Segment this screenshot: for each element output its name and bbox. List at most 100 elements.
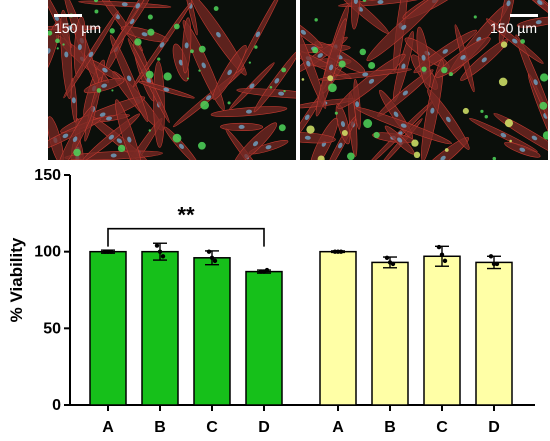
cell-nucleus xyxy=(126,75,132,82)
fluorescent-spot xyxy=(190,49,194,54)
cell-nucleus xyxy=(368,78,375,84)
fluorescent-spot xyxy=(117,144,126,153)
cell-nucleus xyxy=(72,136,78,143)
cell-nucleus xyxy=(481,57,487,63)
fluorescent-spot xyxy=(147,14,153,20)
fluorescent-spot xyxy=(413,151,421,159)
cell-nucleus xyxy=(88,51,94,58)
fluorescent-spot xyxy=(411,139,419,147)
cell-nucleus xyxy=(337,142,343,149)
y-tick-label: 0 xyxy=(52,397,61,414)
cell-nucleus xyxy=(304,114,310,121)
fluorescent-spot xyxy=(93,0,99,3)
fluorescent-spot xyxy=(520,39,525,44)
fluorescent-spot xyxy=(163,72,172,81)
fluorescent-spot xyxy=(111,89,114,92)
scale-label-right: 150 µm xyxy=(490,20,537,36)
fluorescent-spot xyxy=(500,41,508,48)
cell-nucleus xyxy=(62,133,69,139)
cell-nucleus xyxy=(245,109,252,114)
cell-nucleus xyxy=(377,0,384,5)
micrograph-left: 150 µm xyxy=(48,0,296,160)
fluorescent-spot xyxy=(173,23,180,30)
cell-nucleus xyxy=(460,55,466,60)
cell-nucleus xyxy=(116,138,123,144)
cell-body xyxy=(164,126,199,160)
fluorescent-spot xyxy=(198,69,201,72)
cell-nucleus xyxy=(102,67,108,73)
cell-nucleus xyxy=(252,141,259,147)
cell-nucleus xyxy=(141,32,148,37)
y-tick-label: 150 xyxy=(34,167,61,184)
cell-nucleus xyxy=(340,121,346,128)
fluorescent-spot xyxy=(198,45,206,53)
fluorescent-spot xyxy=(484,115,488,119)
fluorescent-spot xyxy=(444,148,449,152)
cell-nucleus xyxy=(304,135,311,140)
cell-nucleus xyxy=(179,143,184,149)
fluorescent-spot xyxy=(314,18,318,22)
cell-nucleus xyxy=(184,42,189,49)
cell-nucleus xyxy=(205,95,212,101)
cell-nucleus xyxy=(445,116,451,123)
data-point xyxy=(494,261,500,267)
fluorescent-spot xyxy=(359,48,367,56)
fluorescent-spot xyxy=(94,9,99,14)
x-tick-label: B xyxy=(154,419,166,436)
fluorescent-spot xyxy=(248,61,251,64)
fluorescent-spot xyxy=(542,131,548,140)
cell-nucleus xyxy=(353,0,358,5)
fluorescent-spot xyxy=(341,129,348,136)
fluorescent-spot xyxy=(327,75,334,82)
data-point xyxy=(206,249,212,254)
data-point xyxy=(160,254,166,259)
fluorescent-spot xyxy=(213,6,219,11)
micrograph-left-image xyxy=(48,0,296,160)
cell-nucleus xyxy=(421,54,426,61)
fluorescent-spot xyxy=(492,156,497,160)
data-point xyxy=(209,255,215,260)
data-point xyxy=(212,258,218,264)
y-tick-label: 100 xyxy=(34,244,61,261)
x-tick-label: C xyxy=(436,419,448,436)
data-point xyxy=(264,267,270,273)
fluorescent-spot xyxy=(338,60,346,68)
chart-body: 0 50 100 150 A B C D A B C D ** xyxy=(34,167,535,436)
cell-nucleus xyxy=(397,137,403,143)
fluorescent-spot xyxy=(157,57,161,61)
fluorescent-spot xyxy=(281,67,287,73)
fluorescent-spot xyxy=(109,28,115,34)
fluorescent-spot xyxy=(56,47,59,50)
cell-nucleus xyxy=(135,3,141,9)
cell-nucleus xyxy=(393,111,399,117)
fluorescent-spot xyxy=(373,131,380,139)
cell-nucleus xyxy=(64,51,69,58)
fluorescent-spot xyxy=(62,43,65,46)
micrograph-right: 150 µm xyxy=(300,0,548,160)
x-tick-label: A xyxy=(102,419,114,436)
fluorescent-spot xyxy=(347,152,355,160)
fluorescent-spot xyxy=(462,107,469,115)
cell-nucleus xyxy=(519,147,526,152)
fluorescent-spot xyxy=(306,125,315,134)
cell-nucleus xyxy=(106,116,113,121)
cell-nucleus xyxy=(535,20,542,25)
fluorescent-spot xyxy=(198,141,206,150)
fluorescent-spot xyxy=(55,38,60,44)
fluorescent-spot xyxy=(283,89,286,93)
fluorescent-spot xyxy=(509,139,512,143)
data-point xyxy=(439,252,445,257)
cell-nucleus xyxy=(110,153,117,158)
bar xyxy=(423,255,461,406)
fluorescent-spot xyxy=(96,88,102,93)
fluorescent-spot xyxy=(312,47,319,54)
fluorescent-spot xyxy=(147,28,155,36)
bar xyxy=(193,257,231,406)
data-point xyxy=(154,243,160,248)
cell-nucleus xyxy=(278,91,285,96)
fluorescent-spot xyxy=(48,30,53,36)
cell-nucleus xyxy=(101,83,108,88)
fluorescent-spot xyxy=(473,15,477,19)
cell-nucleus xyxy=(121,2,128,7)
cell-nucleus xyxy=(127,136,132,143)
